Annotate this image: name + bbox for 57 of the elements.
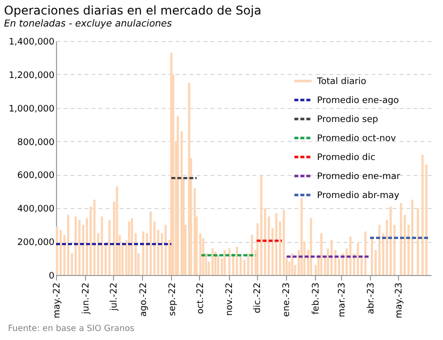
legend-label: Promedio sep bbox=[317, 115, 378, 125]
bar bbox=[291, 253, 294, 275]
chart-subtitle: En toneladas - excluye anulaciones bbox=[4, 18, 172, 30]
bar bbox=[260, 174, 262, 275]
x-tick-label: jul.-22 bbox=[110, 282, 120, 312]
legend-label: Total diario bbox=[316, 77, 367, 87]
bar bbox=[176, 116, 179, 275]
y-tick-label: 600,000 bbox=[17, 171, 55, 182]
x-tick-label: oct.-22 bbox=[196, 282, 206, 314]
bar bbox=[416, 208, 419, 275]
bar bbox=[211, 248, 214, 275]
y-tick-label: 200,000 bbox=[17, 238, 55, 248]
legend-label: Promedio ene-ago bbox=[317, 96, 400, 106]
y-tick-label: 400,000 bbox=[17, 204, 55, 215]
bar bbox=[320, 233, 322, 275]
bar bbox=[74, 216, 77, 275]
legend-label: Promedio dic bbox=[317, 153, 376, 163]
bar bbox=[170, 52, 172, 275]
x-tick-label: nov.-22 bbox=[225, 282, 235, 316]
y-tick-label: 800,000 bbox=[17, 138, 55, 148]
bar bbox=[390, 206, 392, 275]
bar bbox=[108, 220, 111, 275]
legend-label: Promedio oct-nov bbox=[317, 134, 397, 144]
x-tick-label: ene.-23 bbox=[282, 282, 292, 317]
x-tick-label: may.-22 bbox=[52, 282, 62, 318]
y-tick-label: 1,000,000 bbox=[8, 104, 55, 114]
bar bbox=[224, 250, 226, 275]
legend-label: Promedio ene-mar bbox=[317, 172, 400, 182]
x-tick-label: dic.-22 bbox=[253, 282, 264, 314]
bar bbox=[60, 230, 62, 275]
chart-title: Operaciones diarias en el mercado de Soja bbox=[4, 4, 262, 18]
source-note: Fuente: en base a SIO Granos bbox=[8, 324, 134, 334]
x-tick-label: sep.-22 bbox=[168, 282, 178, 316]
legend-label: Promedio abr-may bbox=[317, 191, 400, 201]
x-tick-label: mar.-23 bbox=[338, 282, 348, 318]
x-tick-label: ago.-22 bbox=[138, 282, 149, 317]
y-tick-label: 0 bbox=[48, 272, 55, 282]
bar bbox=[188, 82, 190, 275]
bar bbox=[421, 154, 424, 275]
x-tick-label: abr.-23 bbox=[366, 282, 377, 314]
bar bbox=[130, 218, 134, 275]
bar bbox=[411, 200, 414, 275]
y-tick-label: 1,400,000 bbox=[8, 38, 55, 48]
bar bbox=[142, 232, 144, 275]
bar bbox=[67, 214, 70, 275]
bar bbox=[78, 220, 81, 275]
x-tick-label: feb.-23 bbox=[311, 282, 322, 314]
bar bbox=[275, 213, 278, 275]
x-tick-label: jun.-22 bbox=[82, 282, 92, 315]
bar bbox=[199, 233, 202, 275]
bar bbox=[164, 224, 167, 275]
x-tick-label: may.-23 bbox=[394, 282, 405, 318]
bar bbox=[282, 210, 285, 275]
bar bbox=[356, 243, 359, 275]
bar bbox=[217, 254, 220, 275]
y-tick-label: 1,200,000 bbox=[8, 70, 55, 81]
bar bbox=[150, 211, 152, 275]
